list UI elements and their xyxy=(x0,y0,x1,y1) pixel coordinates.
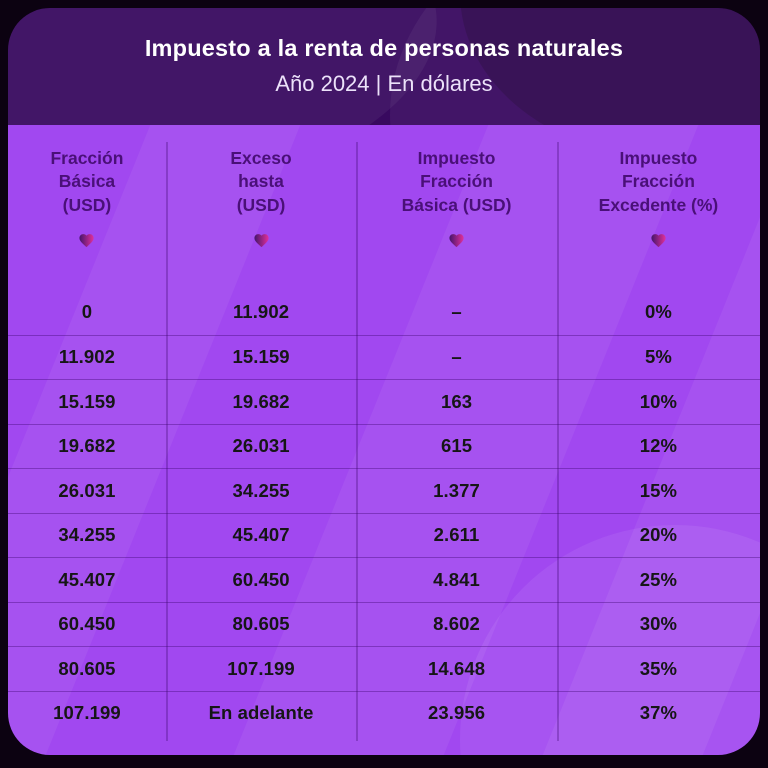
table-cell: 15% xyxy=(639,479,678,501)
table-cell: 11.902 xyxy=(58,346,116,368)
table-cell: – xyxy=(451,301,462,323)
table-cell: 0 xyxy=(81,301,93,323)
heart-icon xyxy=(79,233,95,247)
table-cell: 30% xyxy=(639,613,678,635)
table-cell: 19.682 xyxy=(58,435,116,457)
tax-table-card: Impuesto a la renta de personas naturale… xyxy=(8,8,760,755)
heart-icon xyxy=(449,233,464,247)
table-row: 15.159 19.682 163 10% xyxy=(8,379,760,424)
table-cell: 34.255 xyxy=(58,524,116,546)
table-row: 107.199 En adelante 23.956 37% xyxy=(8,690,760,736)
column-header-label: Fracción xyxy=(621,171,695,192)
column-header-label: Básica (USD) xyxy=(401,194,512,215)
table-cell: 15.159 xyxy=(58,390,116,412)
heart-icon xyxy=(651,233,666,247)
table-cell: En adelante xyxy=(208,702,314,724)
column-header-impuesto-fraccion-basica: Impuesto Fracción Básica (USD) xyxy=(356,147,557,290)
table-row: 19.682 26.031 615 12% xyxy=(8,423,760,469)
table-cell: 8.602 xyxy=(433,613,480,635)
page-title: Impuesto a la renta de personas naturale… xyxy=(144,35,624,61)
table-cell: 107.199 xyxy=(227,657,295,679)
tax-brackets-table: Fracción Básica (USD) Exceso hasta (USD)… xyxy=(8,125,760,755)
table-cell: 15.159 xyxy=(232,346,290,368)
table-row: 45.407 60.450 4.841 25% xyxy=(8,557,760,602)
table-cell: 23.956 xyxy=(427,702,486,724)
table-cell: 14.648 xyxy=(427,657,486,679)
table-row: 26.031 34.255 1.377 15% xyxy=(8,468,760,513)
table-cell: 0% xyxy=(644,301,672,323)
table-cell: 2.611 xyxy=(433,524,480,546)
column-header-impuesto-fraccion-excedente: Impuesto Fracción Excedente (%) xyxy=(557,147,760,290)
table-cell: 1.377 xyxy=(433,479,480,501)
table-cell: 25% xyxy=(639,568,678,590)
table-cell: 26.031 xyxy=(232,435,290,457)
table-cell: 19.682 xyxy=(232,390,290,412)
column-header-fraccion-basica: Fracción Básica (USD) xyxy=(8,147,166,290)
table-cell: 80.605 xyxy=(58,657,116,679)
column-header-label: Fracción xyxy=(50,148,124,168)
table-header-row: Fracción Básica (USD) Exceso hasta (USD)… xyxy=(8,125,760,290)
table-body: 0 11.902 – 0% 11.902 15.159 – 5% 15.159 … xyxy=(8,290,760,735)
column-header-label: Exceso xyxy=(230,148,292,168)
column-header-label: Impuesto xyxy=(417,148,496,168)
table-cell: 615 xyxy=(440,435,473,457)
table-cell: 12% xyxy=(639,435,678,457)
column-header-label: Excedente (%) xyxy=(598,194,719,215)
column-header-label: Fracción xyxy=(420,171,494,192)
table-row: 60.450 80.605 8.602 30% xyxy=(8,601,760,647)
table-cell: 45.407 xyxy=(58,568,116,590)
table-cell: 80.605 xyxy=(232,613,290,635)
page-subtitle: Año 2024 | En dólares xyxy=(275,71,493,96)
column-header-label: (USD) xyxy=(236,194,286,215)
column-divider xyxy=(356,142,359,741)
table-cell: – xyxy=(451,346,462,368)
table-cell: 4.841 xyxy=(433,568,480,590)
column-header-label: Básica xyxy=(58,171,116,192)
column-header-label: (USD) xyxy=(62,194,112,215)
table-cell: 35% xyxy=(639,657,678,679)
table-row: 11.902 15.159 – 5% xyxy=(8,334,760,380)
table-cell: 60.450 xyxy=(232,568,290,590)
table-cell: 26.031 xyxy=(58,479,116,501)
header-curve-decoration xyxy=(390,8,760,125)
table-cell: 34.255 xyxy=(232,479,290,501)
table-row: 80.605 107.199 14.648 35% xyxy=(8,646,760,691)
table-cell: 107.199 xyxy=(53,702,121,724)
header-blob-decoration xyxy=(8,8,454,125)
table-cell: 10% xyxy=(639,390,678,412)
table-cell: 60.450 xyxy=(58,613,116,635)
table-row: 34.255 45.407 2.611 20% xyxy=(8,512,760,558)
table-cell: 5% xyxy=(644,346,672,368)
heart-icon xyxy=(253,233,269,247)
column-header-exceso-hasta: Exceso hasta (USD) xyxy=(166,147,356,290)
column-header-label: Impuesto xyxy=(619,148,698,168)
table-cell: 37% xyxy=(639,702,678,724)
card-body: Fracción Básica (USD) Exceso hasta (USD)… xyxy=(8,125,760,755)
table-cell: 20% xyxy=(639,524,678,546)
table-cell: 11.902 xyxy=(232,301,290,323)
column-header-label: hasta xyxy=(238,171,284,192)
card-header: Impuesto a la renta de personas naturale… xyxy=(8,8,760,125)
column-divider xyxy=(556,142,559,741)
column-divider xyxy=(165,142,168,741)
table-cell: 163 xyxy=(440,390,473,412)
table-row: 0 11.902 – 0% xyxy=(8,290,760,335)
table-cell: 45.407 xyxy=(232,524,290,546)
